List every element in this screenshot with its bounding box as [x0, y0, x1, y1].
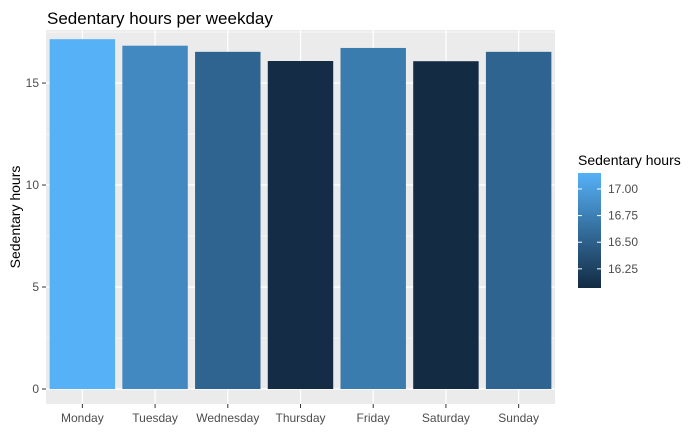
legend-tick-label: 17.00 — [608, 182, 638, 196]
x-tick-label: Monday — [61, 411, 104, 425]
legend-tick-label: 16.75 — [608, 209, 638, 223]
y-tick-label: 0 — [32, 382, 39, 396]
color-legend: Sedentary hours 17.00 16.75 16.50 16.25 — [578, 152, 681, 288]
bars — [49, 39, 552, 390]
y-axis: 0 5 10 15 — [26, 76, 46, 396]
x-tick-label: Wednesday — [196, 411, 259, 425]
y-tick-label: 15 — [26, 76, 40, 90]
bar-wednesday — [195, 51, 261, 390]
bar-thursday — [267, 61, 334, 389]
legend-tick-label: 16.25 — [608, 262, 638, 276]
x-tick-label: Tuesday — [132, 411, 178, 425]
legend-tick-label: 16.50 — [608, 235, 638, 249]
legend-ticks: 17.00 16.75 16.50 16.25 — [578, 182, 638, 276]
bar-friday — [340, 47, 406, 389]
x-tick-label: Sunday — [498, 411, 539, 425]
y-tick-label: 5 — [32, 280, 39, 294]
x-tick-label: Saturday — [422, 411, 470, 425]
x-tick-label: Thursday — [275, 411, 325, 425]
bar-sunday — [485, 51, 552, 390]
x-axis: Monday Tuesday Wednesday Thursday Friday Satu… — [61, 404, 539, 425]
y-axis-title: Sedentary hours — [7, 166, 23, 269]
chart-title: Sedentary hours per weekday — [47, 9, 273, 28]
legend-title: Sedentary hours — [578, 152, 681, 168]
y-tick-label: 10 — [26, 178, 40, 192]
bar-saturday — [413, 61, 479, 389]
legend-colorbar — [578, 173, 601, 288]
x-tick-label: Friday — [357, 411, 390, 425]
bar-tuesday — [122, 45, 188, 390]
bar-monday — [49, 39, 116, 389]
